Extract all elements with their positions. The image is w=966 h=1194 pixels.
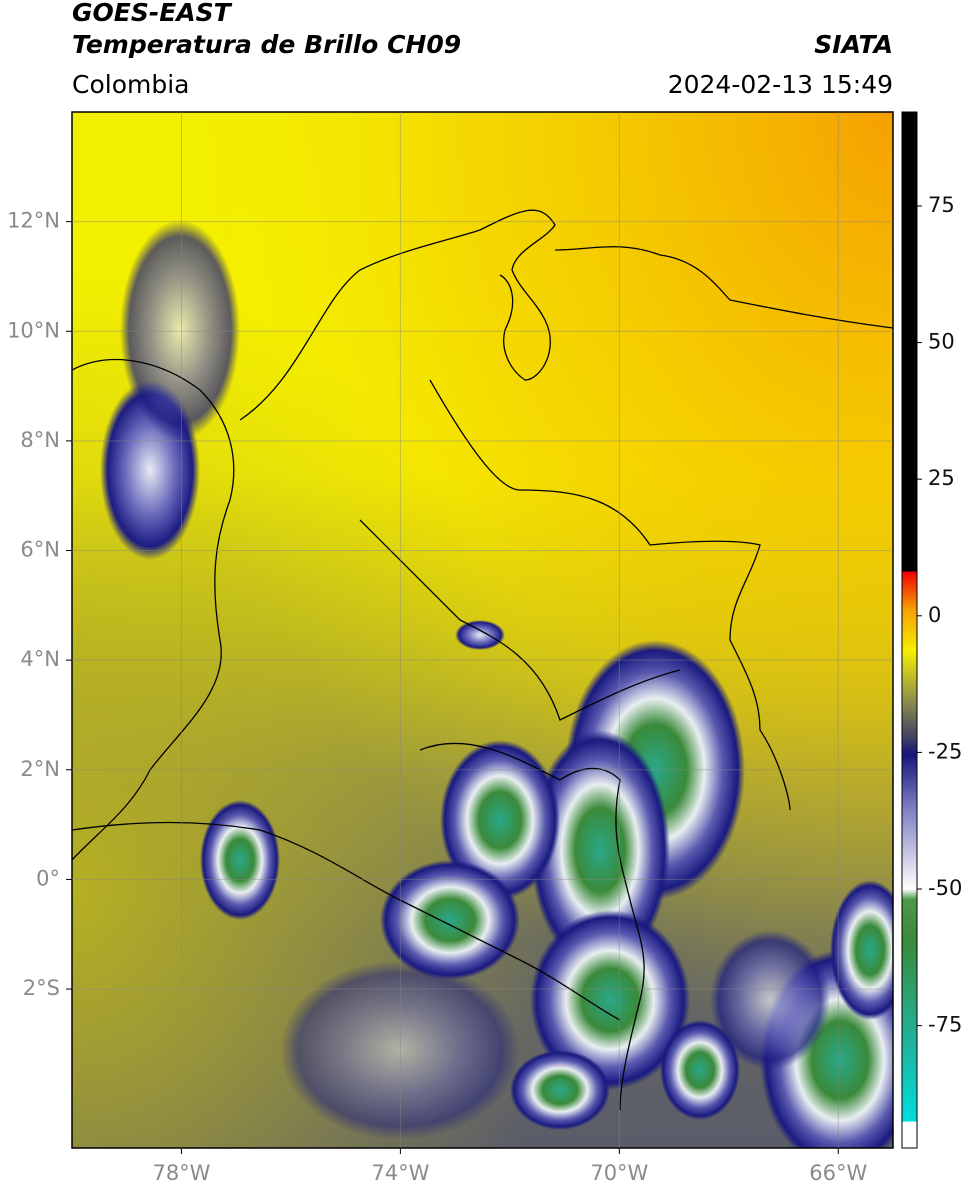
region-label: Colombia	[72, 70, 189, 99]
map-imagery	[72, 112, 893, 1148]
x-tick-label: 66°W	[809, 1161, 867, 1185]
map-frame	[71, 111, 894, 1149]
x-tick-label: 78°W	[152, 1161, 210, 1185]
y-tick-label: 10°N	[7, 318, 60, 342]
y-tick-label: 6°N	[20, 538, 60, 562]
colorbar-tick-label: -75	[928, 1013, 962, 1037]
x-tick-label: 74°W	[371, 1161, 429, 1185]
colorbar-tick-label: -50	[928, 876, 962, 900]
colorbar-tick-label: 75	[928, 193, 955, 217]
colorbar-tick-label: -25	[928, 739, 962, 763]
y-tick-label: 2°N	[20, 757, 60, 781]
colorbar-tick-label: 25	[928, 466, 955, 490]
datetime-label: 2024-02-13 15:49	[668, 70, 893, 99]
colorbar	[901, 111, 918, 1149]
source-title: SIATA	[814, 30, 893, 59]
y-tick-label: 8°N	[20, 428, 60, 452]
y-tick-label: 2°S	[23, 976, 60, 1000]
y-tick-label: 0°	[36, 866, 60, 890]
satellite-title: GOES-EAST	[72, 0, 233, 27]
y-tick-label: 4°N	[20, 647, 60, 671]
y-tick-label: 12°N	[7, 209, 60, 233]
colorbar-tick-label: 0	[928, 603, 941, 627]
product-title: Temperatura de Brillo CH09	[72, 30, 461, 59]
colorbar-tick-label: 50	[928, 330, 955, 354]
x-tick-label: 70°W	[590, 1161, 648, 1185]
